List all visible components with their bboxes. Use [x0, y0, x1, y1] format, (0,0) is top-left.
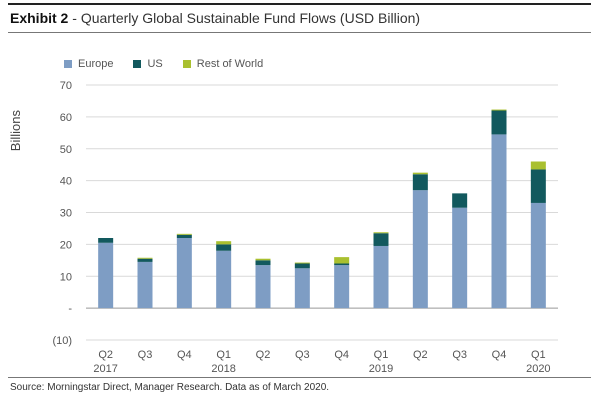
x-tick-label: Q3	[295, 349, 310, 361]
legend-swatch-us	[133, 60, 142, 68]
y-tick-label: 30	[60, 208, 72, 220]
bar-segment-europe	[452, 207, 468, 309]
bar-segment-rest-of-world	[412, 172, 428, 175]
legend-label-us: US	[147, 58, 163, 70]
bar-segment-europe	[530, 202, 546, 309]
bar-segment-us	[294, 263, 310, 269]
title-rule	[8, 32, 591, 33]
bar-segment-us	[530, 169, 546, 203]
x-tick-label: Q4	[177, 349, 192, 361]
x-tick-label: Q4	[492, 349, 507, 361]
bar-segment-us	[255, 260, 271, 266]
legend-item-rest-of-world: Rest of World	[182, 58, 264, 70]
legend-label-rest-of-world: Rest of World	[196, 58, 264, 70]
x-tick-label: Q1	[374, 349, 389, 361]
bar-segment-europe	[491, 134, 507, 309]
bar-segment-europe	[137, 261, 153, 309]
exhibit-number: Exhibit 2	[10, 10, 69, 26]
bar-segment-rest-of-world	[216, 241, 232, 245]
bar-segment-europe	[373, 245, 389, 309]
legend-item-us: US	[133, 58, 163, 70]
bar-segment-us	[491, 110, 507, 135]
x-tick-label: Q2	[256, 349, 271, 361]
bar-segment-us	[137, 258, 153, 262]
x-tick-label: Q1	[531, 349, 546, 361]
legend-item-europe: Europe	[64, 58, 113, 70]
x-tick-label: Q3	[452, 349, 467, 361]
x-tick-label: Q4	[334, 349, 349, 361]
y-tick-label: 20	[60, 239, 72, 251]
bar-segment-europe	[216, 250, 232, 309]
bar-segment-us	[452, 193, 468, 208]
bar-segment-us	[98, 238, 114, 243]
x-tick-label: Q2	[413, 349, 428, 361]
bar-segment-europe	[294, 268, 310, 309]
title-text: Quarterly Global Sustainable Fund Flows …	[80, 10, 421, 26]
x-tick-year-label: 2019	[369, 363, 393, 375]
bar-segment-us	[176, 234, 192, 238]
top-rule	[8, 3, 591, 5]
bar-segment-rest-of-world	[373, 232, 389, 234]
bar-segment-rest-of-world	[491, 109, 507, 111]
bar-segment-europe	[98, 242, 114, 309]
bar-segment-rest-of-world	[176, 233, 192, 235]
y-tick-label: (10)	[52, 335, 72, 347]
y-tick-label: 60	[60, 112, 72, 124]
y-tick-label: 10	[60, 271, 72, 283]
bar-segment-europe	[334, 265, 350, 309]
y-tick-label: 40	[60, 176, 72, 188]
bar-segment-europe	[412, 190, 428, 309]
bar-segment-rest-of-world	[137, 257, 153, 259]
legend-swatch-rest-of-world	[182, 60, 191, 68]
y-tick-label: 70	[60, 80, 72, 92]
x-tick-year-label: 2017	[93, 363, 117, 375]
chart-title: Exhibit 2 - Quarterly Global Sustainable…	[10, 10, 420, 26]
x-tick-label: Q3	[138, 349, 153, 361]
y-tick-label: 50	[60, 144, 72, 156]
bar-segment-europe	[176, 238, 192, 309]
bar-segment-us	[216, 244, 232, 251]
legend-label-europe: Europe	[78, 58, 114, 70]
bar-segment-rest-of-world	[294, 262, 310, 264]
title-separator: -	[68, 10, 81, 26]
source-note: Source: Morningstar Direct, Manager Rese…	[10, 382, 330, 393]
x-tick-label: Q2	[98, 349, 113, 361]
bar-segment-rest-of-world	[530, 161, 546, 170]
x-tick-year-label: 2018	[211, 363, 235, 375]
bar-segment-us	[412, 174, 428, 191]
bar-segment-rest-of-world	[255, 258, 271, 261]
bottom-rule	[8, 377, 591, 378]
bar-segment-us	[373, 233, 389, 246]
x-tick-label: Q1	[216, 349, 231, 361]
bar-segment-us	[334, 263, 350, 266]
bar-segment-europe	[255, 265, 271, 309]
x-tick-year-label: 2020	[526, 363, 550, 375]
bar-segment-rest-of-world	[334, 257, 350, 264]
y-tick-label: -	[68, 303, 72, 315]
legend: Europe US Rest of World	[64, 58, 263, 70]
legend-swatch-europe	[64, 60, 72, 68]
